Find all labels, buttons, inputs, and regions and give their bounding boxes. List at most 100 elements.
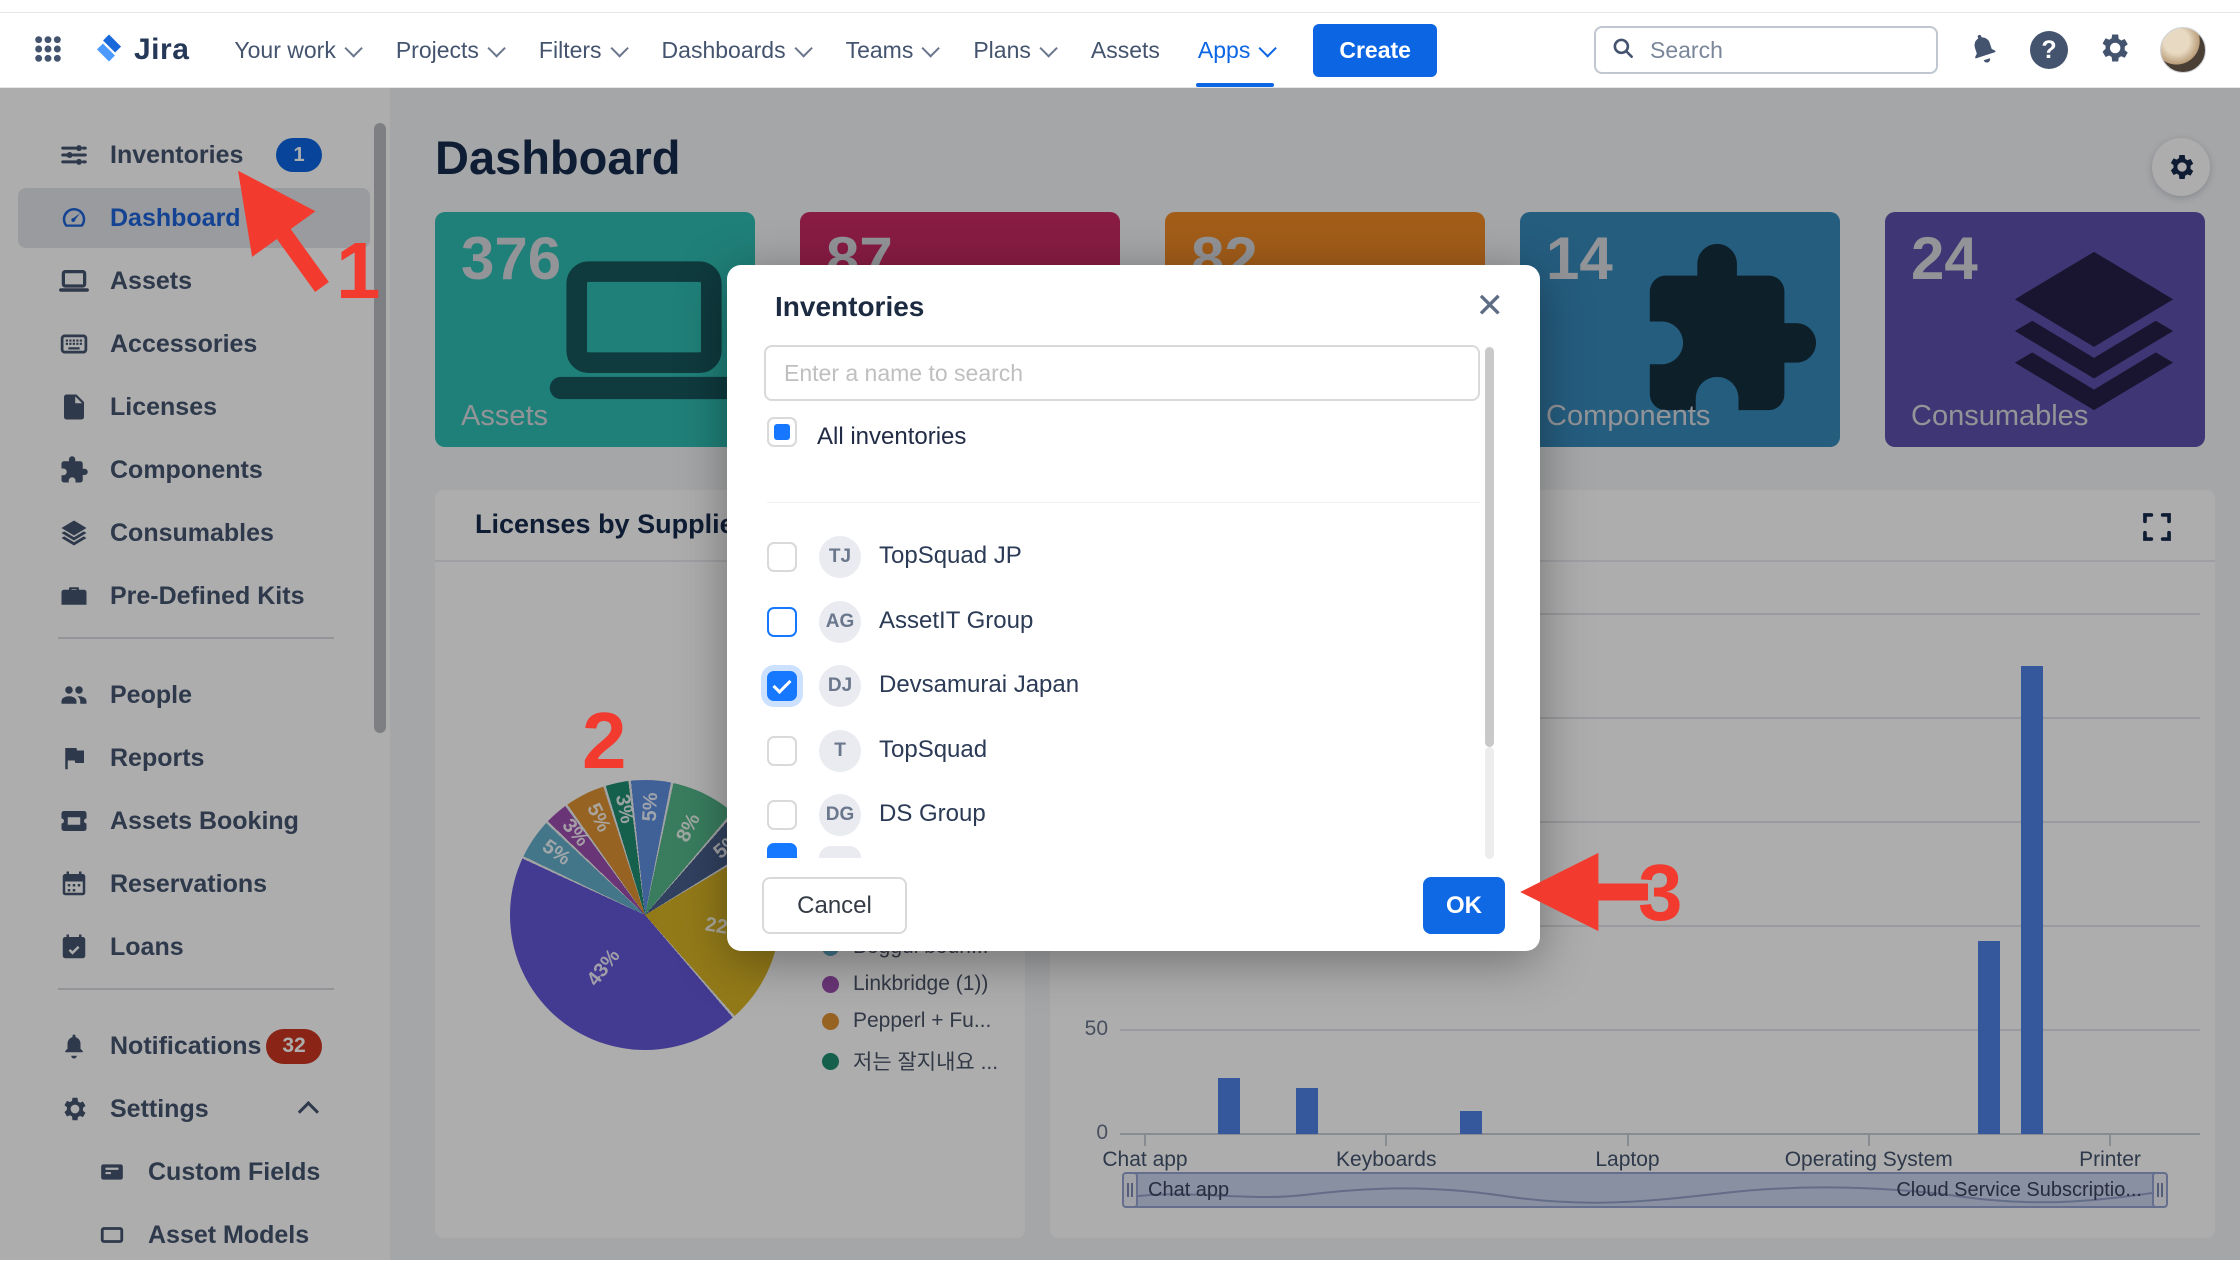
dashboard-settings-button[interactable] xyxy=(2152,138,2210,196)
stat-card-value: 14 xyxy=(1546,225,1613,292)
jira-logo[interactable]: Jira xyxy=(92,31,189,70)
nav-item-projects[interactable]: Projects xyxy=(396,13,506,87)
gridline xyxy=(1120,613,2200,615)
global-search[interactable] xyxy=(1594,26,1938,74)
x-axis-tick xyxy=(1144,1134,1146,1146)
nav-item-assets[interactable]: Assets xyxy=(1091,13,1160,87)
page-title: Dashboard xyxy=(435,131,681,184)
search-input[interactable] xyxy=(1648,35,1882,65)
y-axis-tick-label: 50 xyxy=(1084,1017,1108,1040)
inventory-checkbox[interactable] xyxy=(767,542,797,572)
inventory-checkbox[interactable] xyxy=(767,671,797,701)
avatar: T xyxy=(819,729,861,772)
chevron-down-icon xyxy=(487,38,506,58)
stat-card-components[interactable]: 14 Components xyxy=(1520,212,1840,447)
brush-right-handle[interactable] xyxy=(2152,1172,2168,1208)
pie-slice-label: 5% xyxy=(638,792,663,823)
x-axis-category-label: Chat app xyxy=(1102,1148,1188,1171)
legend-item[interactable]: 저는 잘지내요 ... xyxy=(822,1046,998,1076)
legend-item[interactable]: Linkbridge (1)) xyxy=(822,972,988,996)
inventory-row-topsquad-jp[interactable]: TJ TopSquad JP xyxy=(764,525,1464,589)
stat-card-value: 376 xyxy=(461,225,562,292)
help-icon[interactable]: ? xyxy=(2030,31,2068,69)
stat-card-label: Consumables xyxy=(1911,400,2089,432)
chart-brush-slider[interactable]: Chat app Cloud Service Subscriptio... xyxy=(1122,1172,2168,1208)
stat-card-label: Assets xyxy=(461,400,549,432)
inventory-checkbox[interactable] xyxy=(767,735,797,766)
expand-chart-icon[interactable] xyxy=(2140,510,2178,548)
nav-item-filters[interactable]: Filters xyxy=(539,13,629,87)
cancel-button[interactable]: Cancel xyxy=(762,877,907,934)
sidebar-item-notifications[interactable]: Notifications 32 xyxy=(18,1016,370,1076)
sidebar-item-label: Custom Fields xyxy=(148,1157,321,1186)
nav-item-label: Apps xyxy=(1197,36,1251,63)
sidebar-item-label: Reports xyxy=(110,743,205,772)
nav-item-teams[interactable]: Teams xyxy=(846,13,941,87)
gridline xyxy=(1120,925,2200,927)
settings-gear-icon[interactable] xyxy=(2096,30,2132,71)
inventory-row-assetit-group[interactable]: AG AssetIT Group xyxy=(764,590,1464,654)
app-switcher-icon[interactable] xyxy=(32,33,66,67)
stat-card-consumables[interactable]: 24 Consumables xyxy=(1885,212,2205,447)
inventory-row-devsamurai-japan[interactable]: DJ Devsamurai Japan xyxy=(764,654,1464,718)
inventory-checkbox[interactable] xyxy=(767,606,797,637)
puzzle-icon xyxy=(58,454,90,486)
sidebar-item-inventories[interactable]: Inventories 1 xyxy=(18,125,370,185)
sidebar-item-assets-booking[interactable]: Assets Booking xyxy=(18,791,370,851)
sidebar-item-components[interactable]: Components xyxy=(18,440,370,500)
bar xyxy=(1460,1111,1482,1134)
stat-card-value: 24 xyxy=(1911,225,1978,292)
brush-left-handle[interactable] xyxy=(1122,1172,1138,1208)
nav-item-your-work[interactable]: Your work xyxy=(234,13,363,87)
announcement-bell-icon[interactable] xyxy=(1966,30,2002,71)
close-icon[interactable]: ✕ xyxy=(1475,287,1505,325)
stat-card-assets[interactable]: 376 Assets xyxy=(435,212,755,447)
inventory-row-ds-group[interactable]: DG DS Group xyxy=(764,783,1464,847)
sidebar-item-reservations[interactable]: Reservations xyxy=(18,854,370,914)
user-avatar[interactable] xyxy=(2160,27,2206,73)
x-axis-category-label: Printer xyxy=(2079,1148,2141,1171)
sidebar-item-assets[interactable]: Assets xyxy=(18,251,370,311)
nav-item-plans[interactable]: Plans xyxy=(973,13,1058,87)
x-axis-tick xyxy=(1867,1134,1870,1146)
inventory-row-topsquad[interactable]: T TopSquad xyxy=(764,719,1464,783)
sidebar-scrollbar[interactable] xyxy=(374,123,386,733)
nav-item-apps[interactable]: Apps xyxy=(1195,13,1278,87)
licenses-panel-title: Licenses by Supplier xyxy=(475,509,746,539)
ok-button[interactable]: OK xyxy=(1423,877,1505,934)
sidebar-item-asset-models[interactable]: Asset Models xyxy=(18,1205,370,1265)
sidebar-item-custom-fields[interactable]: Custom Fields xyxy=(18,1142,370,1202)
panel-header xyxy=(1050,490,2215,562)
all-inventories-checkbox[interactable] xyxy=(767,417,797,447)
partial-row-checkbox[interactable] xyxy=(767,843,797,858)
keyboard-icon xyxy=(58,328,90,360)
legend-item[interactable]: Pepperl + Fu... xyxy=(822,1009,991,1033)
inventory-checkbox[interactable] xyxy=(767,800,797,830)
sidebar-item-pre-defined-kits[interactable]: Pre-Defined Kits xyxy=(18,566,370,626)
calendar-icon xyxy=(58,868,90,900)
nav-left-group: Jira Your work Projects Filters Dashboards T… xyxy=(0,13,1437,87)
chevron-down-icon xyxy=(794,38,813,58)
sidebar-item-people[interactable]: People xyxy=(18,665,370,725)
divider xyxy=(767,502,1480,503)
sidebar-item-licenses[interactable]: Licenses xyxy=(18,377,370,437)
brush-right-label: Cloud Service Subscriptio... xyxy=(1896,1179,2142,1201)
sidebar-item-loans[interactable]: Loans xyxy=(18,917,370,977)
sidebar-item-dashboard[interactable]: Dashboard xyxy=(18,188,370,248)
modal-scrollbar-thumb[interactable] xyxy=(1485,347,1494,747)
sidebar-item-accessories[interactable]: Accessories xyxy=(18,314,370,374)
legend-dot-icon xyxy=(822,1012,839,1030)
sidebar-item-label: Pre-Defined Kits xyxy=(110,581,305,610)
nav-item-label: Assets xyxy=(1090,36,1160,63)
bar xyxy=(1978,941,2000,1134)
legend-dot-icon xyxy=(822,1052,839,1070)
stat-card-label: Components xyxy=(1546,400,1711,432)
x-axis-category-label: Laptop xyxy=(1595,1148,1660,1171)
sidebar-item-consumables[interactable]: Consumables xyxy=(18,503,370,563)
inventory-search-input[interactable] xyxy=(764,345,1480,401)
create-button[interactable]: Create xyxy=(1313,23,1437,77)
nav-item-dashboards[interactable]: Dashboards xyxy=(662,13,813,87)
sidebar-item-settings[interactable]: Settings xyxy=(18,1079,370,1139)
sidebar-item-reports[interactable]: Reports xyxy=(18,728,370,788)
